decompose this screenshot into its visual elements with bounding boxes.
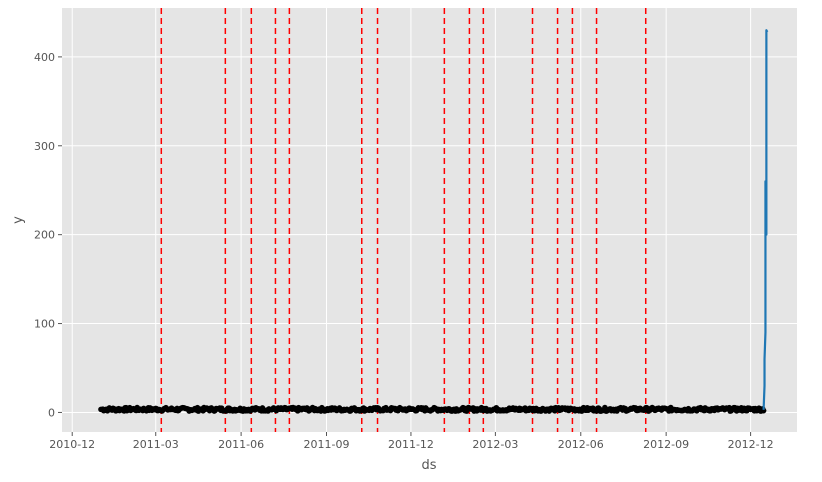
x-tick-label: 2010-12: [49, 438, 95, 451]
x-tick-label: 2012-06: [558, 438, 604, 451]
observed-point: [760, 407, 767, 414]
x-tick-label: 2012-03: [472, 438, 518, 451]
x-axis-label: ds: [421, 458, 436, 473]
x-axis-ticks: 2010-12 2011-03 2011-06 2011-09 2011-12 2012-…: [49, 432, 774, 451]
y-axis-ticks: 0 100 200 300 400: [34, 51, 62, 419]
y-axis-label: y: [11, 216, 26, 224]
y-tick-label: 400: [34, 51, 55, 64]
x-tick-label: 2011-09: [304, 438, 350, 451]
x-tick-label: 2011-06: [218, 438, 264, 451]
x-tick-label: 2012-12: [728, 438, 774, 451]
x-tick-label: 2012-09: [643, 438, 689, 451]
plot-background: [62, 8, 797, 432]
changepoint-lines: [160, 8, 647, 432]
observed-points: [98, 404, 767, 414]
y-tick-label: 300: [34, 140, 55, 153]
x-tick-label: 2011-03: [133, 438, 179, 451]
forecast-line-group: [762, 29, 769, 410]
x-tick-label: 2011-12: [388, 438, 434, 451]
y-tick-label: 0: [48, 406, 55, 419]
forecast-line: [762, 29, 769, 410]
y-tick-label: 100: [34, 318, 55, 331]
plot-area: [62, 8, 797, 432]
y-tick-label: 200: [34, 229, 55, 242]
